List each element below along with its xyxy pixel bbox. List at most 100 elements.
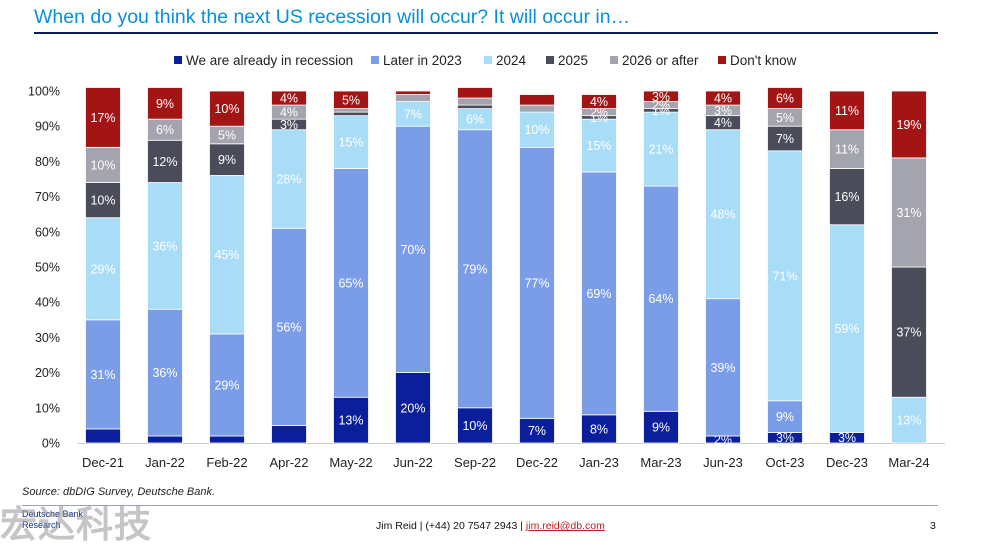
bar-segment bbox=[333, 111, 369, 117]
data-label: 5% bbox=[218, 129, 236, 143]
bar-segment bbox=[85, 319, 121, 430]
legend-label: 2026 or after bbox=[622, 53, 699, 68]
bar-segment bbox=[209, 90, 245, 127]
bar-segment bbox=[643, 185, 679, 412]
bar-segment bbox=[395, 372, 431, 444]
data-label: 13% bbox=[338, 414, 363, 428]
data-label: 3% bbox=[838, 431, 856, 445]
bar-segment bbox=[147, 182, 183, 310]
data-label: 65% bbox=[338, 276, 363, 290]
y-tick-label: 10% bbox=[35, 401, 60, 415]
data-label: 20% bbox=[400, 401, 425, 415]
bar-segment bbox=[395, 94, 431, 102]
data-label: 4% bbox=[280, 92, 298, 106]
bar-segment bbox=[829, 129, 865, 169]
bar-segment bbox=[581, 94, 617, 109]
data-label: 2% bbox=[714, 433, 732, 447]
x-tick-label: Dec-23 bbox=[826, 455, 868, 470]
bar-segment bbox=[271, 90, 307, 106]
data-label: 8% bbox=[590, 422, 608, 436]
bar-segment bbox=[829, 90, 865, 131]
data-label: 3% bbox=[776, 431, 794, 445]
bar-segment bbox=[333, 168, 369, 398]
data-label: 16% bbox=[834, 190, 859, 204]
x-tick-label: Jun-22 bbox=[393, 455, 433, 470]
data-label: 29% bbox=[90, 262, 115, 276]
data-label: 6% bbox=[156, 123, 174, 137]
x-tick-label: Jun-23 bbox=[703, 455, 743, 470]
bar-segment bbox=[147, 87, 183, 120]
logo-line-2: Research bbox=[22, 520, 61, 530]
data-label: 4% bbox=[714, 116, 732, 130]
data-label: 7% bbox=[404, 107, 422, 121]
y-tick-label: 40% bbox=[35, 296, 60, 310]
legend-label: Later in 2023 bbox=[383, 53, 462, 68]
bar-segment bbox=[333, 108, 369, 113]
legend-swatch bbox=[484, 56, 492, 64]
email-link[interactable]: jim.reid@db.com bbox=[525, 520, 605, 532]
bar-segment bbox=[395, 101, 431, 127]
legend-swatch bbox=[371, 56, 379, 64]
data-label: 9% bbox=[776, 410, 794, 424]
data-label: 10% bbox=[214, 102, 239, 116]
data-label: 9% bbox=[218, 153, 236, 167]
bar-segment bbox=[85, 146, 121, 183]
y-tick-label: 50% bbox=[35, 261, 60, 275]
bar-segment bbox=[891, 396, 927, 444]
bar-segment bbox=[271, 227, 307, 426]
bar-segment bbox=[147, 435, 183, 444]
watermark: 宏达科技 bbox=[0, 504, 152, 545]
contact-text: Jim Reid | (+44) 20 7547 2943 | bbox=[376, 520, 526, 532]
bar-segment bbox=[643, 90, 679, 102]
page-number: 3 bbox=[930, 520, 936, 532]
footer-contact: Jim Reid | (+44) 20 7547 2943 | jim.reid… bbox=[376, 520, 605, 532]
y-tick-label: 60% bbox=[35, 225, 60, 239]
legend-swatch bbox=[546, 56, 554, 64]
data-label: 39% bbox=[710, 361, 735, 375]
bar-segment bbox=[147, 308, 183, 437]
data-label: 12% bbox=[152, 155, 177, 169]
data-label: 3% bbox=[714, 104, 732, 118]
data-label: 37% bbox=[896, 326, 921, 340]
bar-segment bbox=[829, 168, 865, 226]
bar-segment bbox=[395, 90, 431, 95]
x-tick-label: Mar-24 bbox=[888, 455, 929, 470]
x-tick-label: Dec-22 bbox=[516, 455, 558, 470]
data-label: 7% bbox=[528, 424, 546, 438]
y-tick-label: 0% bbox=[42, 437, 60, 451]
data-label: 4% bbox=[280, 106, 298, 120]
bar-segment bbox=[271, 424, 307, 444]
bar-segment bbox=[519, 417, 555, 444]
data-label: 56% bbox=[276, 320, 301, 334]
bar-segment bbox=[85, 87, 121, 148]
x-tick-label: Jan-22 bbox=[145, 455, 185, 470]
source-note: Source: dbDIG Survey, Deutsche Bank. bbox=[22, 486, 215, 498]
data-label: 3% bbox=[280, 118, 298, 132]
data-label: 31% bbox=[90, 368, 115, 382]
data-label: 9% bbox=[156, 97, 174, 111]
data-label: 21% bbox=[648, 143, 673, 157]
data-label: 10% bbox=[462, 419, 487, 433]
logo-line-1: Deutsche Bank bbox=[22, 509, 84, 519]
bar-segment bbox=[581, 414, 617, 444]
stacked-bar-chart: 0% 10% 20% 30% 40% 50% 60% 70% 80% 90% 100% We are … bbox=[28, 53, 945, 470]
data-label: 6% bbox=[466, 113, 484, 127]
x-tick-label: Mar-23 bbox=[640, 455, 681, 470]
data-label: 5% bbox=[776, 111, 794, 125]
legend-swatch bbox=[174, 56, 182, 64]
data-label: 45% bbox=[214, 248, 239, 262]
bar-segment bbox=[147, 139, 183, 183]
legend-label: 2025 bbox=[558, 53, 588, 68]
bar-segment bbox=[85, 182, 121, 219]
data-label: 10% bbox=[90, 194, 115, 208]
data-label: 71% bbox=[772, 269, 797, 283]
data-label: 2% bbox=[590, 106, 608, 120]
data-label: 2% bbox=[652, 99, 670, 113]
data-label: 36% bbox=[152, 366, 177, 380]
data-label: 10% bbox=[90, 158, 115, 172]
deutsche-bank-logo: Deutsche Bank Research bbox=[22, 509, 83, 531]
bar-segment bbox=[767, 87, 803, 110]
data-label: 70% bbox=[400, 243, 425, 257]
y-tick-label: 80% bbox=[35, 155, 60, 169]
bar-segment bbox=[209, 333, 245, 437]
